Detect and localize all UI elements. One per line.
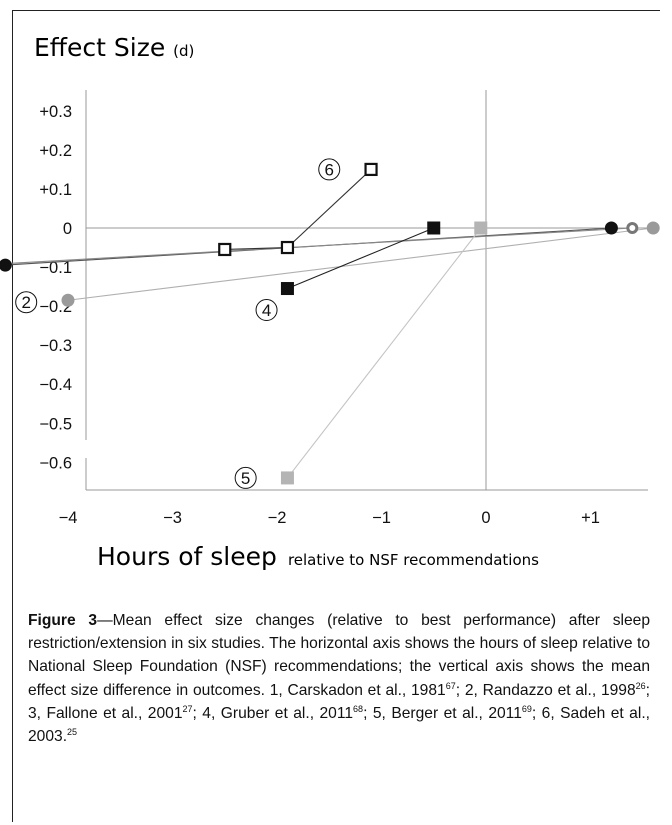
- series-lines: [0, 169, 654, 479]
- caption-citation: 68: [353, 703, 364, 714]
- chart-title: Effect Size (d): [34, 33, 194, 62]
- y-tick-label: +0.1: [39, 181, 72, 199]
- caption-citation: 67: [445, 680, 456, 691]
- series-4-point: [427, 221, 441, 235]
- x-axis-label-suffix: relative to NSF recommendations: [288, 551, 539, 569]
- series-markers: [0, 162, 660, 485]
- caption-text: Mean effect size changes (relative to be…: [28, 612, 650, 699]
- y-tick-label: −0.4: [39, 376, 72, 394]
- chart-title-unit: (d): [173, 42, 194, 60]
- caption-text: ; 2, Randazzo et al., 1998: [455, 681, 636, 699]
- series-2-point: [61, 293, 75, 307]
- series-6-point: [280, 240, 295, 255]
- caption-citation: 25: [67, 727, 78, 738]
- y-tick-label: +0.2: [39, 142, 72, 160]
- y-tick-label: −0.1: [39, 259, 72, 277]
- callout-4-circle: [255, 299, 278, 322]
- y-tick-label: 0: [63, 220, 72, 238]
- series-5-line: [287, 227, 482, 479]
- chart-title-main: Effect Size: [34, 33, 165, 62]
- series-5-point: [280, 471, 294, 485]
- y-tick-label: −0.3: [39, 337, 72, 355]
- callout-4-label: 4: [262, 301, 271, 320]
- caption-citation: 69: [521, 703, 532, 714]
- caption-label: Figure 3: [28, 612, 98, 629]
- series-6-line: [287, 169, 372, 248]
- series-3-point: [626, 222, 639, 234]
- caption-body: Mean effect size changes (relative to be…: [28, 612, 650, 745]
- callout-5-label: 5: [241, 469, 250, 488]
- y-tick-label: +0.3: [39, 103, 72, 121]
- effect-size-chart: Effect Size (d) +0.3+0.2+0.10−0.1−0.2−0.…: [0, 33, 660, 571]
- caption-citation: 26: [635, 680, 646, 691]
- series-5-point: [474, 221, 488, 235]
- study-callouts: 123456: [15, 158, 341, 489]
- callout-2-circle: [15, 291, 38, 314]
- axes: +0.3+0.2+0.10−0.1−0.2−0.3−0.4−0.5−0.6−6−…: [39, 90, 648, 527]
- x-tick-label: 0: [481, 509, 490, 527]
- series-6-point: [364, 162, 378, 177]
- caption-citation: 27: [182, 703, 193, 714]
- series-1-point: [0, 258, 12, 272]
- series-1-point: [604, 221, 618, 235]
- caption-text: ; 4, Gruber et al., 2011: [192, 704, 354, 722]
- y-tick-label: −0.5: [39, 415, 72, 433]
- caption-text: ; 3, Fallone et al., 2001: [28, 681, 650, 722]
- callout-6-label: 6: [325, 160, 334, 179]
- series-2-point: [646, 221, 660, 235]
- series-4-point: [280, 282, 294, 296]
- callout-2-label: 2: [21, 293, 30, 312]
- caption-dash: —: [97, 612, 113, 629]
- x-tick-label: +1: [581, 509, 600, 527]
- x-tick-label: −3: [163, 509, 182, 527]
- x-tick-label: −2: [268, 509, 287, 527]
- series-6-line: [224, 246, 288, 251]
- series-6-point: [218, 242, 232, 257]
- caption-text: ; 6, Sadeh et al., 2003.: [28, 704, 650, 746]
- x-axis-label-main: Hours of sleep: [97, 542, 277, 571]
- series-2-line: [67, 227, 654, 301]
- x-tick-label: −1: [372, 509, 391, 527]
- callout-5-circle: [234, 466, 257, 489]
- series-4-line: [287, 227, 434, 290]
- callout-6-circle: [318, 158, 341, 181]
- caption-text: ; 5, Berger et al., 2011: [363, 704, 522, 722]
- y-tick-label: −0.6: [39, 454, 72, 472]
- figure-caption: Figure 3—Mean effect size changes (relat…: [28, 609, 650, 748]
- series-3-line: [0, 227, 633, 265]
- figure-frame: [12, 10, 660, 822]
- x-tick-label: −4: [59, 509, 78, 527]
- x-axis-title: Hours of sleep relative to NSF recommend…: [97, 542, 539, 571]
